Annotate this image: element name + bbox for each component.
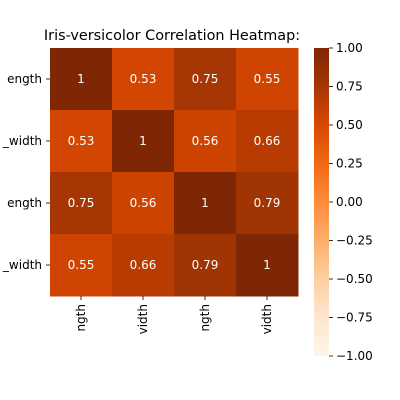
colorbar-tick-label: −0.25 bbox=[336, 234, 373, 248]
heatmap-cell bbox=[174, 48, 237, 111]
heatmap-cell bbox=[174, 234, 237, 297]
column-tick-label: vidth bbox=[260, 304, 274, 334]
colorbar bbox=[314, 48, 329, 356]
cell-value-label: 0.56 bbox=[130, 196, 157, 210]
heatmap-cell bbox=[112, 110, 175, 173]
heatmap-cell bbox=[174, 110, 237, 173]
heatmap-cell bbox=[236, 172, 299, 235]
heatmap-cell bbox=[236, 48, 299, 111]
heatmap-cell bbox=[236, 110, 299, 173]
colorbar-ticks: 1.00 0.75 0.50 0.25 0.00 −0.25 −0.50 −0.75 −1.00 bbox=[329, 41, 373, 363]
heatmap-cell bbox=[50, 172, 113, 235]
column-tick-labels: ngth vidth ngth vidth bbox=[74, 296, 274, 334]
row-tick-label: ength bbox=[7, 72, 42, 86]
cell-value-label: 0.75 bbox=[192, 72, 219, 86]
colorbar-tick-label: 0.50 bbox=[336, 118, 363, 132]
row-tick-label: ength bbox=[7, 196, 42, 210]
column-tick-label: vidth bbox=[136, 304, 150, 334]
heatmap-cell bbox=[174, 172, 237, 235]
cell-value-label: 0.53 bbox=[68, 134, 95, 148]
cell-value-label: 0.55 bbox=[68, 258, 95, 272]
cell-annotations: 1 0.53 0.75 0.55 0.53 1 0.56 0.66 0.75 0.56 1 0.79 0… bbox=[68, 72, 281, 272]
colorbar-tick-label: 0.25 bbox=[336, 157, 363, 171]
colorbar-tick-label: 0.75 bbox=[336, 80, 363, 94]
colorbar-tick-label: −0.75 bbox=[336, 311, 373, 325]
heatmap-cell bbox=[112, 234, 175, 297]
row-tick-label: _width bbox=[2, 258, 42, 272]
cell-value-label: 0.56 bbox=[192, 134, 219, 148]
row-tick-label: _width bbox=[2, 134, 42, 148]
cell-value-label: 1 bbox=[201, 196, 209, 210]
colorbar-tick-label: 1.00 bbox=[336, 41, 363, 55]
heatmap-cell bbox=[50, 110, 113, 173]
heatmap-cell bbox=[112, 172, 175, 235]
cell-value-label: 0.66 bbox=[130, 258, 157, 272]
heatmap-cells bbox=[50, 48, 299, 297]
chart-title: Iris-versicolor Correlation Heatmap: bbox=[44, 28, 300, 44]
colorbar-tick-label: −1.00 bbox=[336, 349, 373, 363]
cell-value-label: 0.79 bbox=[192, 258, 219, 272]
column-tick-label: ngth bbox=[74, 304, 88, 332]
heatmap-cell bbox=[112, 48, 175, 111]
cell-value-label: 1 bbox=[77, 72, 85, 86]
column-tick-label: ngth bbox=[198, 304, 212, 332]
colorbar-tick-label: −0.50 bbox=[336, 272, 373, 286]
cell-value-label: 0.55 bbox=[254, 72, 281, 86]
cell-value-label: 0.79 bbox=[254, 196, 281, 210]
cell-value-label: 1 bbox=[263, 258, 271, 272]
colorbar-tick-label: 0.00 bbox=[336, 195, 363, 209]
cell-value-label: 0.75 bbox=[68, 196, 95, 210]
heatmap-cell bbox=[50, 234, 113, 297]
cell-value-label: 0.53 bbox=[130, 72, 157, 86]
heatmap-cell bbox=[236, 234, 299, 297]
heatmap-cell bbox=[50, 48, 113, 111]
cell-value-label: 0.66 bbox=[254, 134, 281, 148]
cell-value-label: 1 bbox=[139, 134, 147, 148]
